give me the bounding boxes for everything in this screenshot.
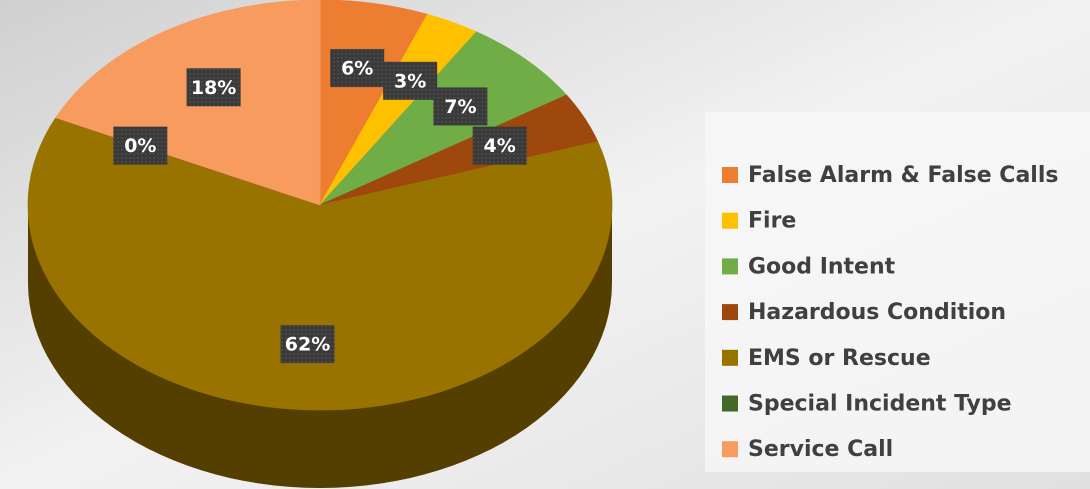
legend-label: Special Incident Type — [748, 392, 1011, 417]
legend-label: Fire — [748, 209, 796, 234]
label-box — [280, 325, 335, 364]
legend-swatch — [722, 441, 738, 458]
label-box — [113, 126, 168, 165]
pie: 6% 3% 7% 4% 62% 0% 18% — [27, 0, 613, 488]
legend-swatch — [722, 349, 738, 366]
slice — [27, 117, 613, 411]
data-label: 4% — [484, 135, 516, 157]
label-box — [472, 126, 527, 165]
legend-label: Service Call — [748, 437, 893, 462]
slice-side — [28, 205, 612, 488]
legend: False Alarm & False Calls Fire Good Intent… — [722, 163, 1058, 462]
data-label: 6% — [341, 58, 373, 80]
legend-swatch — [722, 304, 738, 321]
legend-label: False Alarm & False Calls — [748, 163, 1058, 188]
label-box — [186, 68, 241, 107]
legend-label: Hazardous Condition — [748, 300, 1006, 325]
slice — [319, 94, 599, 206]
data-label: 18% — [191, 77, 236, 99]
legend-label: EMS or Rescue — [748, 346, 931, 371]
legend-swatch — [722, 167, 738, 183]
data-label: 3% — [394, 70, 426, 92]
data-label: 0% — [124, 135, 156, 157]
legend-label: Good Intent — [748, 254, 896, 279]
label-box — [433, 87, 488, 126]
legend-swatch — [722, 258, 738, 275]
legend-box — [705, 112, 1090, 472]
legend-swatch — [722, 212, 738, 229]
legend-swatch — [722, 395, 738, 412]
label-box — [330, 49, 385, 88]
data-label: 7% — [444, 96, 476, 118]
data-label: 62% — [285, 334, 330, 356]
label-box — [383, 61, 438, 100]
slice — [319, 13, 478, 206]
